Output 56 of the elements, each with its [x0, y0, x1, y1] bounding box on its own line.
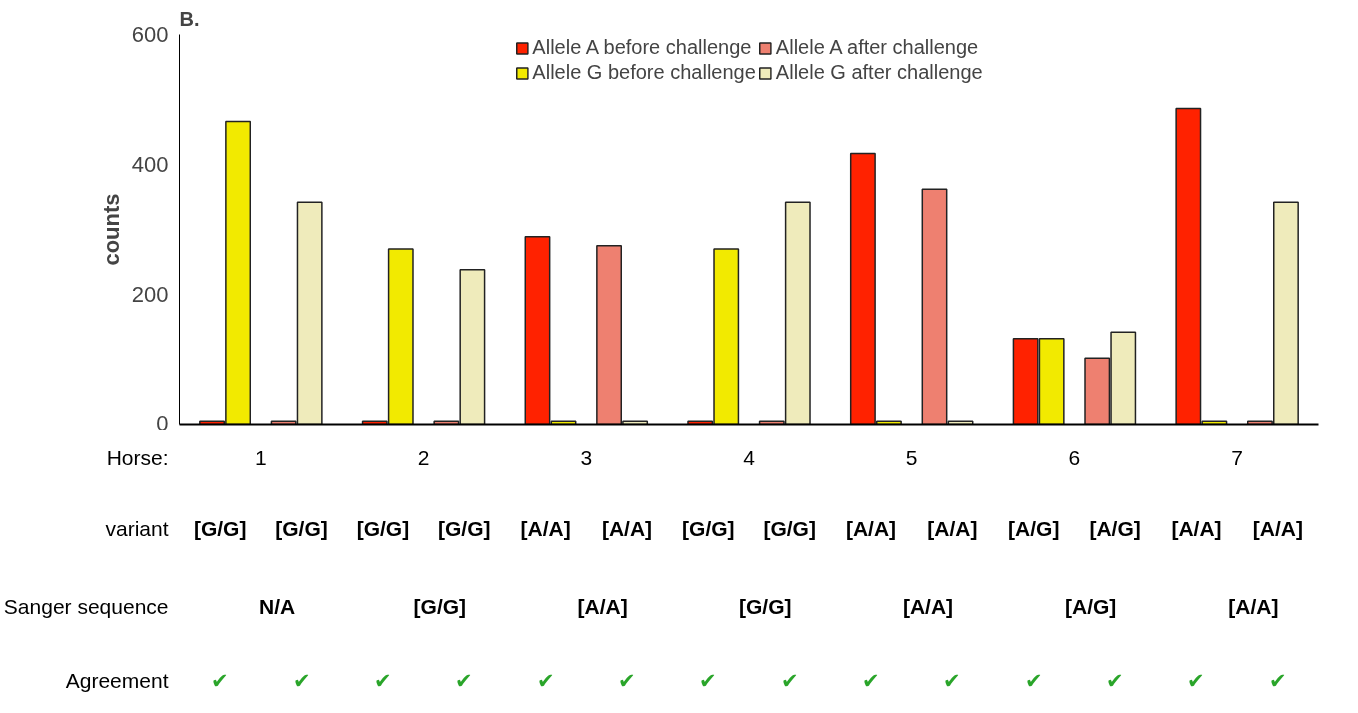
legend-label: Allele G after challenge — [775, 61, 983, 84]
text: [A/A] — [1171, 516, 1222, 540]
legend-label: Allele A after challenge — [775, 36, 979, 59]
text: [A/A] — [845, 516, 897, 540]
y-tick-label: 200 — [131, 282, 169, 307]
text: [A/G] — [1008, 516, 1060, 540]
legend-label: Allele A before challenge — [532, 36, 752, 59]
text: [G/G] — [356, 516, 410, 540]
text: variant — [105, 516, 169, 540]
text: ✔ — [943, 668, 962, 692]
chart-title: B. — [179, 7, 200, 30]
y-axis-title: counts — [98, 193, 124, 266]
text: [G/G] — [438, 516, 491, 540]
text: ✔ — [1268, 668, 1287, 692]
text: [A/A] — [1252, 516, 1303, 540]
text: ✔ — [1024, 668, 1043, 692]
legend-label: Allele G before challenge — [532, 61, 756, 84]
x-tick-label: 6 — [1068, 445, 1081, 469]
text: ✔ — [211, 668, 230, 692]
text: [A/A] — [601, 516, 653, 540]
text: Agreement — [65, 668, 169, 692]
text: ✔ — [536, 668, 555, 692]
text: ✔ — [862, 668, 881, 692]
text: ✔ — [617, 668, 636, 692]
y-tick-label: 400 — [131, 152, 169, 177]
x-tick-label: 7 — [1231, 445, 1243, 469]
text: [G/G] — [193, 516, 247, 540]
text: [A/A] — [577, 594, 628, 618]
x-tick-label: 1 — [255, 445, 267, 469]
text: ✔ — [780, 668, 799, 692]
y-tick-label: 0 — [156, 410, 169, 436]
x-tick-label: 3 — [580, 445, 593, 469]
x-tick-label: 5 — [905, 445, 918, 469]
text: [A/G] — [1065, 594, 1117, 618]
text: [A/A] — [1228, 594, 1279, 618]
y-tick-label: 600 — [131, 22, 169, 47]
text: ✔ — [1187, 668, 1206, 692]
text: [G/G] — [275, 516, 328, 540]
text: [A/A] — [927, 516, 978, 540]
text: [G/G] — [763, 516, 816, 540]
text: [A/G] — [1089, 516, 1141, 540]
text: [G/G] — [413, 594, 467, 618]
text: Sanger sequence — [3, 594, 169, 618]
text: N/A — [259, 594, 296, 618]
x-tick-label: 4 — [743, 445, 756, 469]
text: Horse: — [106, 446, 169, 469]
text: ✔ — [373, 668, 392, 692]
text: ✔ — [1106, 668, 1125, 692]
text: [G/G] — [739, 594, 792, 618]
text: ✔ — [455, 668, 474, 692]
text: [A/A] — [520, 516, 571, 540]
text: ✔ — [292, 668, 311, 692]
text: [G/G] — [682, 516, 735, 540]
text: ✔ — [699, 668, 718, 692]
text: [A/A] — [902, 594, 954, 618]
x-tick-label: 2 — [417, 445, 430, 469]
